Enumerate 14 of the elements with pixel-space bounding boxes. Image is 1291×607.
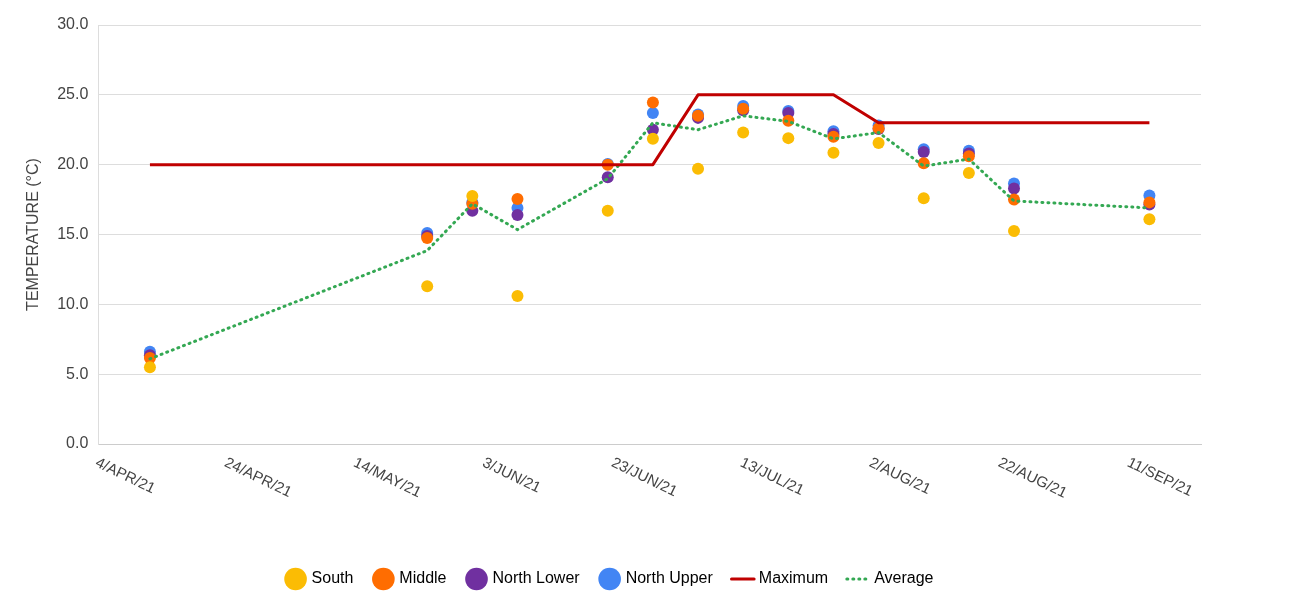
legend-label: North Lower <box>492 569 581 587</box>
y-tick-label: 0.0 <box>66 434 89 452</box>
y-tick-label: 25.0 <box>57 85 89 103</box>
legend-label: South <box>311 569 354 587</box>
y-tick-label: 30.0 <box>57 15 89 33</box>
y-tick-label: 15.0 <box>57 224 89 242</box>
legend-label: Average <box>874 569 934 587</box>
legend-label: Middle <box>399 569 447 587</box>
y-axis-title: TEMPERATURE (°C) <box>24 158 42 311</box>
y-tick-label: 10.0 <box>57 294 89 312</box>
y-tick-label: 5.0 <box>66 364 89 382</box>
legend-label: North Upper <box>625 569 714 587</box>
y-tick-label: 20.0 <box>57 155 89 173</box>
legend-label: Maximum <box>758 569 829 587</box>
